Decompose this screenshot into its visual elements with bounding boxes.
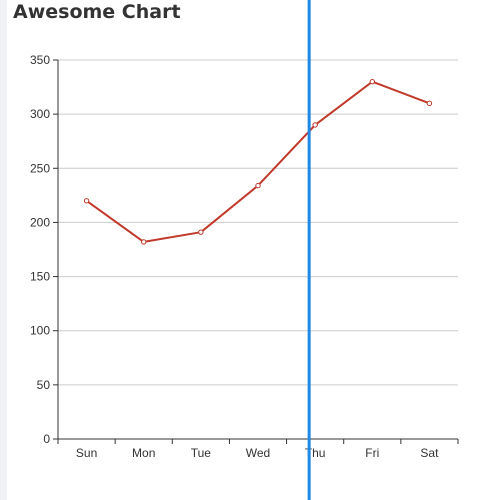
chart-title: Awesome Chart: [13, 1, 181, 23]
x-tick-label: Tue: [191, 446, 212, 460]
x-tick-label: Sun: [76, 446, 97, 460]
data-point: [312, 122, 318, 128]
left-sidebar-strip: [0, 0, 7, 500]
y-tick-label: 200: [30, 215, 50, 229]
gridlines: [58, 59, 458, 386]
y-tick-label: 0: [43, 432, 50, 446]
x-tick-labels: Sun Mon Tue Wed Thu Fri Sat: [76, 446, 439, 460]
series: [83, 78, 433, 245]
x-tick-label: Mon: [132, 446, 155, 460]
data-point: [369, 78, 375, 85]
data-point: [198, 229, 204, 235]
x-tick-label: Fri: [365, 446, 379, 460]
y-tick-label: 50: [37, 378, 51, 392]
y-tick-label: 350: [30, 53, 50, 67]
y-tick-label: 100: [30, 324, 50, 338]
data-point: [141, 239, 147, 245]
x-tick-label: Wed: [246, 446, 270, 460]
data-point: [255, 182, 261, 189]
data-point: [426, 100, 433, 107]
y-tick-label: 300: [30, 107, 50, 121]
axes: [53, 59, 459, 444]
series-line: [85, 80, 430, 243]
y-tick-labels: 0 50 100 150 200 250 300 350: [30, 53, 50, 446]
x-tick-label: Sat: [420, 446, 439, 460]
data-point: [83, 198, 90, 204]
y-tick-label: 150: [30, 270, 50, 284]
y-tick-label: 250: [30, 161, 50, 175]
